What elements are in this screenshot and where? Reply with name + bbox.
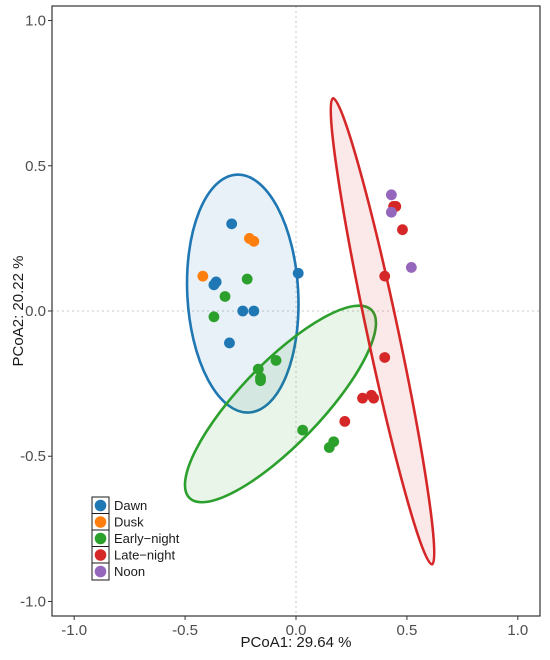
y-axis-ticks: -1.0 -0.5 0.0 0.5 1.0	[20, 13, 52, 610]
x-tick-label: 0.5	[396, 622, 417, 639]
ellipse-late-night	[329, 97, 436, 566]
ellipse-early-night	[183, 304, 378, 504]
legend-swatch-dusk	[94, 516, 107, 528]
point-dusk-3	[197, 270, 209, 282]
point-late-night-4	[379, 270, 391, 282]
x-tick-label: 1.0	[507, 622, 528, 639]
ellipse-dawn	[185, 173, 300, 414]
legend-label-early-night: Early−night	[114, 531, 180, 546]
y-tick-label: -1.0	[20, 593, 46, 610]
point-late-night-5	[379, 352, 391, 363]
point-dawn-6	[224, 337, 235, 349]
y-tick-label: -0.5	[20, 448, 46, 465]
legend-swatch-late-night	[94, 549, 107, 561]
point-early-night-3	[208, 311, 220, 323]
point-noon-3	[405, 262, 417, 273]
point-early-night-5	[252, 363, 264, 375]
point-late-night-9	[339, 415, 351, 427]
point-noon-1	[385, 189, 397, 201]
legend-label-noon: Noon	[114, 564, 145, 579]
point-late-night-6	[357, 392, 368, 404]
point-dawn-4	[237, 305, 249, 317]
x-axis-title: PCoA1: 29.64 %	[241, 634, 352, 651]
y-tick-label: 1.0	[25, 13, 46, 30]
y-axis-title: PCoA2: 20.22 %	[10, 256, 27, 367]
point-dusk-2	[248, 235, 260, 247]
point-dawn-5	[248, 305, 260, 317]
x-tick-label: -0.5	[172, 622, 198, 639]
point-dawn-3	[208, 279, 220, 291]
data-points	[197, 189, 417, 453]
point-dawn-1	[226, 218, 238, 230]
legend-label-late-night: Late−night	[114, 548, 175, 563]
point-early-night-2	[219, 291, 231, 302]
legend-label-dusk: Dusk	[114, 515, 144, 530]
point-late-night-8	[368, 392, 380, 404]
x-tick-label: -1.0	[61, 622, 87, 639]
legend-label-dawn: Dawn	[114, 498, 147, 513]
point-noon-2	[385, 206, 397, 218]
reference-lines	[52, 6, 540, 616]
legend-swatch-noon	[94, 565, 107, 578]
legend-swatch-early-night	[94, 532, 107, 545]
point-early-night-8	[297, 424, 309, 436]
legend-swatch-dawn	[94, 499, 107, 512]
point-early-night-4	[270, 354, 282, 366]
point-dawn-7	[292, 267, 304, 279]
point-early-night-1	[241, 273, 253, 285]
y-tick-label: 0.5	[25, 158, 46, 175]
y-tick-label: 0.0	[25, 303, 46, 320]
point-early-night-7	[255, 375, 266, 387]
x-tick-label: 0.0	[286, 622, 307, 639]
point-early-night-10	[323, 442, 335, 453]
confidence-ellipses	[183, 97, 436, 566]
x-axis-ticks: -1.0 -0.5 0.0 0.5 1.0	[61, 616, 528, 639]
point-late-night-3	[397, 224, 408, 236]
